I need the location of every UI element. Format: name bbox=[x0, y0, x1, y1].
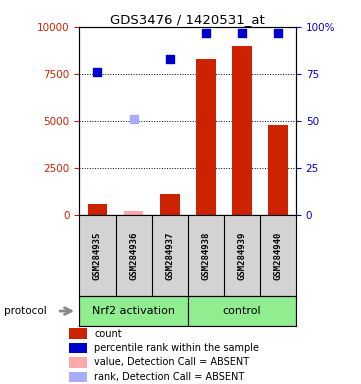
Text: GSM284937: GSM284937 bbox=[165, 231, 174, 280]
Bar bbox=[232, 46, 252, 215]
Point bbox=[95, 69, 100, 75]
Bar bbox=[69, 343, 87, 353]
Bar bbox=[123, 211, 143, 215]
Point bbox=[239, 30, 245, 36]
Text: GSM284938: GSM284938 bbox=[201, 231, 210, 280]
Text: Nrf2 activation: Nrf2 activation bbox=[92, 306, 175, 316]
Point bbox=[167, 56, 173, 62]
Text: GSM284936: GSM284936 bbox=[129, 231, 138, 280]
Text: control: control bbox=[223, 306, 261, 316]
Bar bbox=[268, 125, 288, 215]
Bar bbox=[196, 59, 216, 215]
Point bbox=[275, 30, 281, 36]
Bar bbox=[69, 328, 87, 339]
Bar bbox=[188, 296, 296, 326]
Bar bbox=[123, 211, 143, 215]
Text: rank, Detection Call = ABSENT: rank, Detection Call = ABSENT bbox=[94, 372, 244, 382]
Text: count: count bbox=[94, 329, 122, 339]
Text: percentile rank within the sample: percentile rank within the sample bbox=[94, 343, 259, 353]
Text: value, Detection Call = ABSENT: value, Detection Call = ABSENT bbox=[94, 358, 249, 367]
Bar bbox=[69, 372, 87, 382]
Bar bbox=[69, 357, 87, 367]
Title: GDS3476 / 1420531_at: GDS3476 / 1420531_at bbox=[110, 13, 265, 26]
Bar bbox=[79, 296, 188, 326]
Text: protocol: protocol bbox=[4, 306, 46, 316]
Bar bbox=[88, 204, 108, 215]
Text: GSM284940: GSM284940 bbox=[274, 231, 282, 280]
Bar bbox=[160, 194, 179, 215]
Text: GSM284939: GSM284939 bbox=[238, 231, 246, 280]
Text: GSM284935: GSM284935 bbox=[93, 231, 102, 280]
Point bbox=[131, 116, 136, 122]
Point bbox=[203, 30, 209, 36]
